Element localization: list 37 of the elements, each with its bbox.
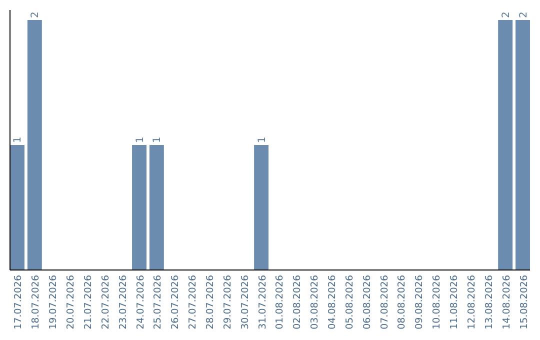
data-label: 1 (152, 136, 164, 143)
x-tick-label: 21.07.2026 (82, 275, 94, 330)
x-tick-label: 12.08.2026 (466, 275, 478, 330)
x-tick-label: 23.07.2026 (118, 275, 129, 330)
x-tick-label: 14.08.2026 (501, 275, 512, 330)
x-tick-label: 04.08.2026 (327, 275, 338, 330)
data-label: 1 (12, 136, 24, 143)
x-tick-label: 01.08.2026 (274, 275, 286, 330)
x-tick-label: 05.08.2026 (344, 275, 356, 330)
x-tick-label: 15.08.2026 (518, 275, 530, 330)
x-tick-label: 28.07.2026 (204, 275, 216, 330)
data-label: 1 (256, 136, 268, 143)
data-label: 1 (134, 136, 146, 143)
x-tick-label: 07.08.2026 (379, 275, 390, 330)
x-tick-label: 11.08.2026 (449, 275, 460, 330)
x-tick-label: 29.07.2026 (222, 275, 234, 330)
x-tick-label: 20.07.2026 (66, 275, 77, 330)
x-tick-label: 22.07.2026 (100, 275, 112, 330)
x-tick-label: 17.07.2026 (13, 275, 24, 330)
x-tick-label: 18.07.2026 (30, 275, 42, 330)
x-tick-label: 31.07.2026 (257, 275, 268, 330)
x-tick-label: 02.08.2026 (292, 275, 304, 330)
x-tick-label: 10.08.2026 (432, 275, 443, 330)
x-tick-label: 26.07.2026 (170, 275, 182, 330)
x-tick-label: 24.07.2026 (135, 275, 146, 330)
x-tick-label: 06.08.2026 (362, 275, 373, 330)
x-tick-label: 08.08.2026 (396, 275, 408, 330)
data-label: 2 (518, 12, 530, 18)
x-tick-label: 30.07.2026 (240, 275, 251, 330)
x-tick-label: 13.08.2026 (484, 275, 495, 330)
data-label: 2 (500, 12, 512, 18)
x-tick-label: 03.08.2026 (310, 275, 321, 330)
x-tick-label: 09.08.2026 (414, 275, 426, 330)
x-tick-label: 27.07.2026 (188, 275, 199, 330)
x-tick-label: 25.07.2026 (152, 275, 164, 330)
x-tick-label: 19.07.2026 (48, 275, 60, 330)
data-label: 2 (30, 12, 42, 18)
